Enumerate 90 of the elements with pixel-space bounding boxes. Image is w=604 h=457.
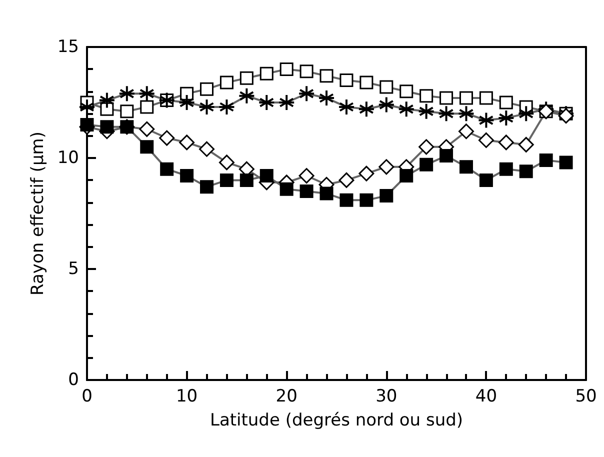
y-tick-label: 5 [68,259,79,279]
x-tick-label: 30 [376,386,398,406]
point [240,173,254,187]
x-tick-label: 50 [575,386,597,406]
point [200,180,214,194]
point [558,108,574,124]
point [478,112,495,129]
point [260,169,274,183]
point [458,105,475,122]
point [300,184,314,198]
point [100,120,114,134]
point [499,96,513,110]
y-tick-label: 10 [57,148,79,168]
point [258,94,276,111]
point [140,140,154,154]
point [280,62,294,76]
point [519,164,533,178]
point [459,91,473,105]
x-axis-title: Latitude (degrés nord ou sud) [210,410,464,430]
point [479,91,493,105]
point [260,66,274,80]
point [438,105,455,122]
point [378,96,395,114]
point [220,173,234,187]
y-tick-label: 15 [57,37,79,57]
point [178,94,196,111]
point [458,124,474,140]
point [200,82,214,96]
point [559,156,573,170]
point [498,110,515,127]
point [218,98,236,116]
point [338,98,355,116]
point [380,80,394,94]
point [418,102,435,120]
point [400,84,414,98]
point [160,162,174,176]
point [360,193,374,207]
point [218,154,234,170]
point [499,162,513,176]
point [138,85,156,102]
point [498,134,514,150]
point [358,100,375,118]
point [240,71,254,85]
point [298,168,314,184]
point [80,118,94,132]
point [180,169,194,183]
x-tick-label: 20 [276,386,298,406]
point [320,69,334,83]
point [340,193,354,207]
point [440,91,454,105]
y-axis-title: Rayon effectif (µm) [28,132,48,296]
point [298,85,316,102]
point [358,166,374,182]
point [320,186,334,200]
point [140,100,154,114]
point [360,76,374,90]
point [420,89,434,103]
point [380,188,394,202]
point [118,85,136,102]
point [139,121,155,137]
point [198,98,216,116]
point [518,136,534,152]
point [478,132,494,148]
point [539,153,553,167]
point [378,159,394,175]
point [318,90,336,107]
point [459,160,473,174]
x-tick-label: 10 [176,386,198,406]
x-tick-label: 0 [82,386,92,406]
point [199,141,215,157]
point [518,105,535,122]
point [300,64,314,78]
point [220,76,234,90]
point [418,139,434,155]
point [280,182,294,196]
x-tick-label: 40 [475,386,498,406]
point [420,158,434,172]
point [98,92,116,109]
point [440,149,454,163]
y-tick-label: 0 [68,370,79,390]
point [340,74,354,88]
point [479,173,493,187]
point [238,87,256,104]
point [278,94,296,111]
point [179,134,195,150]
point [120,104,134,118]
point [400,169,414,183]
point [338,172,354,188]
point [159,130,175,146]
point [398,100,415,118]
